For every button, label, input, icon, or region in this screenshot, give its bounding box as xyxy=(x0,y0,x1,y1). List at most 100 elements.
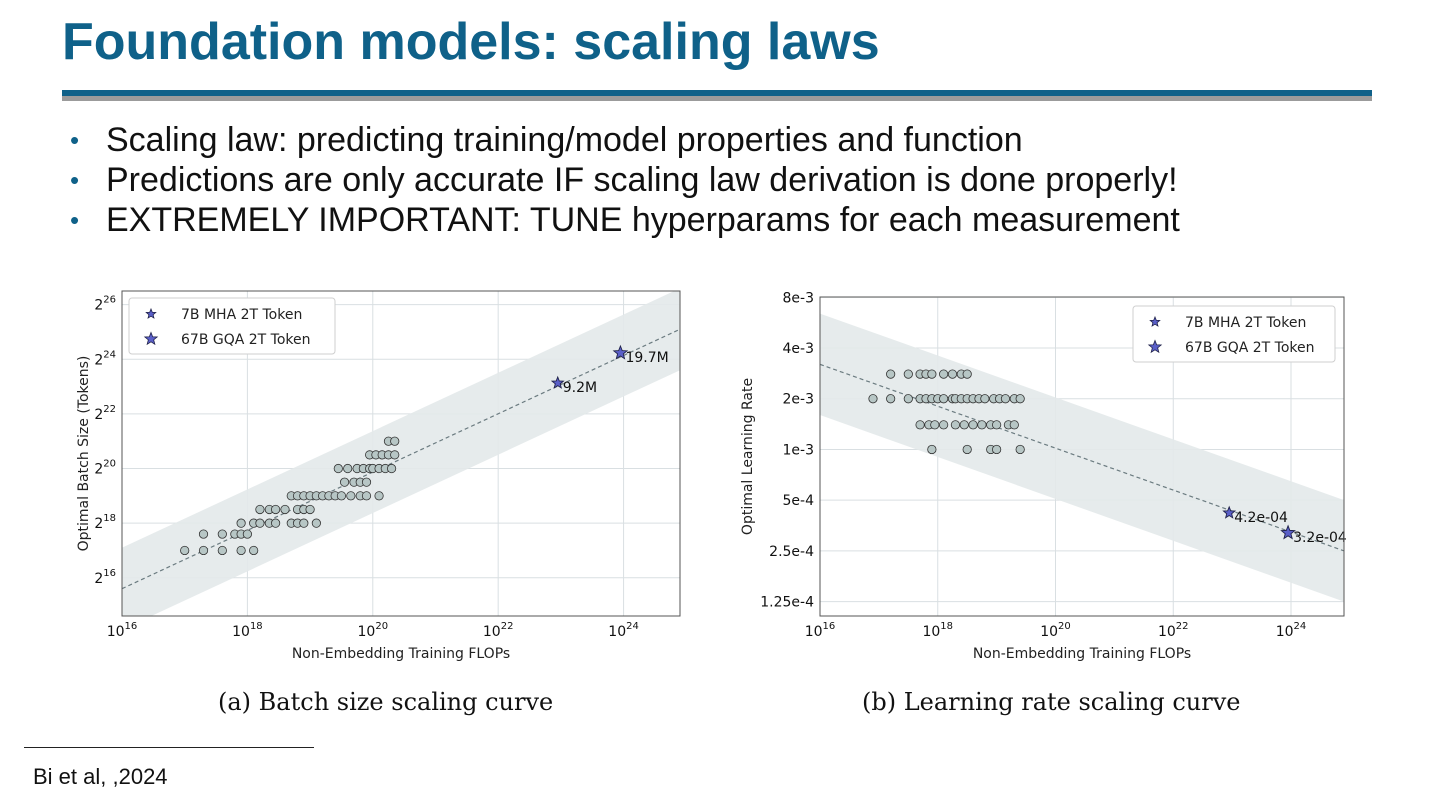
data-point xyxy=(390,436,400,446)
bullet-dot-icon: • xyxy=(70,165,80,195)
x-tick-label: 1018 xyxy=(232,621,263,640)
data-point xyxy=(947,369,958,379)
data-point xyxy=(903,394,913,404)
data-point xyxy=(1015,444,1025,455)
y-tick-label: 1.25e-4 xyxy=(760,595,814,611)
chart-a-caption: (a) Batch size scaling curve xyxy=(218,688,554,716)
legend-star-icon xyxy=(1149,315,1161,327)
learning-rate-chart: 4.2e-04 3.2e-04 1016 1018 1020 1022 1024 8e-3 4e… xyxy=(740,290,1347,662)
data-point xyxy=(962,444,972,455)
data-point xyxy=(1009,420,1019,430)
data-point xyxy=(962,369,972,379)
legend-box xyxy=(1132,305,1336,363)
y-axis-title: Optimal Batch Size (Tokens) xyxy=(76,356,92,552)
footnote-rule xyxy=(24,747,314,748)
data-point xyxy=(992,420,1002,430)
y-axis-title: Optimal Learning Rate xyxy=(740,378,756,535)
x-tick-label: 1024 xyxy=(608,621,639,640)
y-tick-label: 220 xyxy=(94,459,116,478)
bullet-item: • Scaling law: predicting training/model … xyxy=(70,120,1180,160)
data-point xyxy=(927,444,937,455)
data-point xyxy=(336,491,347,501)
y-tick-label: 8e-3 xyxy=(783,290,814,306)
data-point xyxy=(959,420,969,430)
bullet-text: EXTREMELY IMPORTANT: TUNE hyperparams fo… xyxy=(106,201,1180,239)
data-point xyxy=(968,420,978,430)
data-point xyxy=(180,545,190,556)
data-point xyxy=(939,420,949,430)
highlight-label: 3.2e-04 xyxy=(1293,530,1347,546)
data-point xyxy=(374,491,384,501)
data-point xyxy=(242,529,252,539)
data-point xyxy=(361,491,372,501)
y-tick-label: 216 xyxy=(94,568,116,587)
data-point xyxy=(339,477,350,487)
data-point xyxy=(927,369,937,379)
highlight-label: 4.2e-04 xyxy=(1234,510,1288,526)
data-point xyxy=(255,504,265,515)
y-tick-label: 2.5e-4 xyxy=(769,544,814,560)
data-point xyxy=(271,518,281,528)
data-point xyxy=(198,529,209,539)
title-rule-blue xyxy=(62,90,1372,96)
x-tick-label: 1022 xyxy=(1158,621,1189,640)
data-point xyxy=(386,463,397,474)
legend-star-icon xyxy=(143,331,159,346)
bullet-text: Scaling law: predicting training/model p… xyxy=(106,121,1023,159)
legend-box xyxy=(128,297,336,355)
y-tick-label: 224 xyxy=(94,349,116,368)
data-point xyxy=(939,394,949,404)
highlight-star-marker xyxy=(1280,524,1296,540)
bullet-item: • Predictions are only accurate IF scalin… xyxy=(70,160,1180,200)
data-point xyxy=(903,369,913,379)
highlight-label: 19.7M xyxy=(625,350,668,366)
data-point xyxy=(236,545,246,556)
plot-frame xyxy=(121,290,681,617)
data-point xyxy=(333,463,343,474)
y-tick-label: 2e-3 xyxy=(783,392,814,408)
y-tick-label: 5e-4 xyxy=(783,493,815,509)
legend-label: 7B MHA 2T Token xyxy=(1185,315,1306,331)
x-tick-label: 1024 xyxy=(1276,621,1307,640)
confidence-band xyxy=(820,313,1344,602)
batch-size-chart: 9.2M 19.7M 1016 1018 1020 1022 1024 216 218 220 22… xyxy=(76,290,681,662)
x-tick-label: 1016 xyxy=(107,621,138,640)
y-tick-label: 222 xyxy=(94,404,116,423)
data-point xyxy=(255,518,265,528)
footnote: Bi et al, ,2024 xyxy=(33,764,168,789)
x-tick-label: 1020 xyxy=(358,621,389,640)
data-point xyxy=(343,463,353,474)
data-point xyxy=(249,545,259,556)
data-point xyxy=(930,420,940,430)
bullet-dot-icon: • xyxy=(70,205,80,235)
data-point xyxy=(886,369,896,379)
y-tick-label: 1e-3 xyxy=(783,442,814,458)
bullet-dot-icon: • xyxy=(70,125,80,155)
data-point xyxy=(939,369,949,379)
data-point xyxy=(299,518,309,528)
title-rule-gray xyxy=(62,96,1372,101)
data-point xyxy=(868,394,878,404)
x-axis-title: Non-Embedding Training FLOPs xyxy=(292,646,510,662)
x-tick-label: 1016 xyxy=(805,621,836,640)
x-tick-label: 1018 xyxy=(922,621,953,640)
plot-frame xyxy=(819,296,1345,617)
slide-title: Foundation models: scaling laws xyxy=(62,13,880,71)
bullet-item: • EXTREMELY IMPORTANT: TUNE hyperparams f… xyxy=(70,200,1180,240)
legend-label: 67B GQA 2T Token xyxy=(1185,340,1315,356)
legend-star-icon xyxy=(145,307,157,319)
data-point xyxy=(950,420,961,430)
confidence-band xyxy=(122,291,680,616)
bullet-list: • Scaling law: predicting training/model … xyxy=(70,120,1180,240)
highlight-label: 9.2M xyxy=(563,380,597,396)
data-point xyxy=(305,504,315,515)
data-point xyxy=(915,420,925,430)
plot-area xyxy=(122,291,680,616)
y-tick-label: 4e-3 xyxy=(783,341,814,357)
data-point xyxy=(280,504,290,515)
y-tick-label: 226 xyxy=(94,295,116,314)
x-axis-title: Non-Embedding Training FLOPs xyxy=(973,646,1191,662)
y-tick-label: 218 xyxy=(94,513,116,532)
plot-area xyxy=(820,297,1344,616)
data-point xyxy=(390,450,400,460)
